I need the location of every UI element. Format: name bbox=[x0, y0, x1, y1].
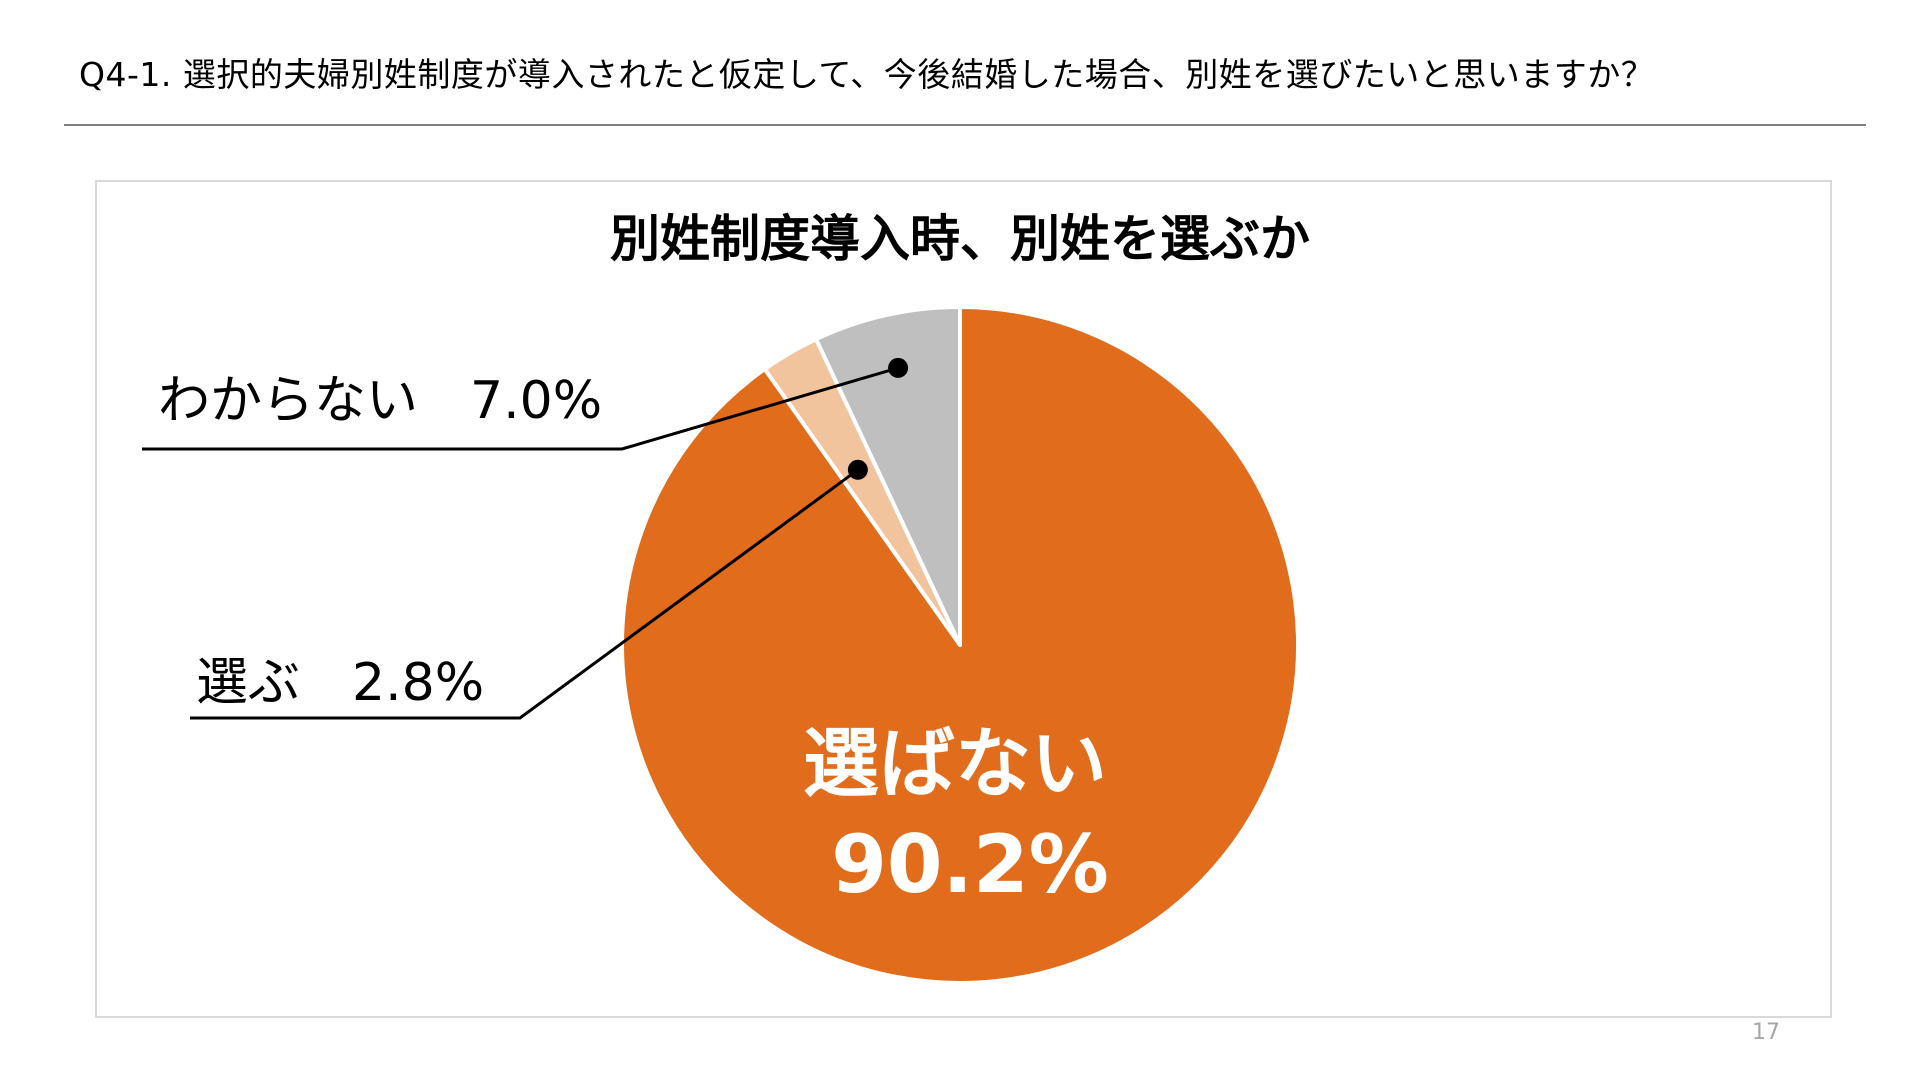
callout-dot-choose bbox=[847, 459, 868, 480]
callout-line-unknown bbox=[142, 366, 899, 451]
title-divider bbox=[64, 124, 1866, 126]
chart-title: 別姓制度導入時、別姓を選ぶか bbox=[610, 210, 1310, 268]
callout-line-choose bbox=[190, 468, 859, 720]
pie-slice bbox=[814, 305, 962, 647]
data-label-unknown: わからない 7.0% bbox=[158, 371, 602, 431]
page-number: 17 bbox=[1752, 1020, 1780, 1045]
callout-dot-unknown bbox=[888, 357, 909, 378]
data-label-choose: 選ぶ 2.8% bbox=[196, 653, 484, 713]
data-label-not-choose-value: 90.2% bbox=[831, 818, 1109, 911]
chart-frame bbox=[95, 180, 1832, 1018]
data-label-not-choose: 選ばない bbox=[803, 719, 1107, 808]
slide-title: Q4-1. 選択的夫婦別姓制度が導入されたと仮定して、今後結婚した場合、別姓を選… bbox=[79, 55, 1655, 94]
